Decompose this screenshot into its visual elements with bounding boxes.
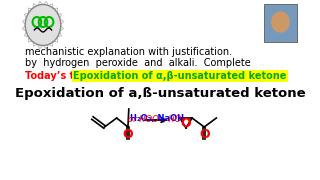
Text: O: O — [123, 128, 133, 141]
Text: O: O — [199, 128, 210, 141]
FancyBboxPatch shape — [264, 4, 297, 42]
Text: Epoxidation of α,β-unsaturated ketone: Epoxidation of α,β-unsaturated ketone — [73, 71, 287, 81]
Text: or HOO⁻, HO⁻: or HOO⁻, HO⁻ — [128, 115, 185, 124]
Circle shape — [26, 5, 60, 45]
Text: Today’s topic:: Today’s topic: — [25, 71, 104, 81]
Text: H₂O₂, NaOH: H₂O₂, NaOH — [130, 114, 184, 123]
Text: by  hydrogen  peroxide  and  alkali.  Complete: by hydrogen peroxide and alkali. Complet… — [25, 58, 251, 68]
Text: Epoxidation of a,ß-unsaturated ketone: Epoxidation of a,ß-unsaturated ketone — [15, 87, 305, 100]
Text: O: O — [181, 117, 191, 130]
Circle shape — [272, 12, 289, 32]
Text: mechanistic explanation with justification.: mechanistic explanation with justificati… — [25, 47, 232, 57]
